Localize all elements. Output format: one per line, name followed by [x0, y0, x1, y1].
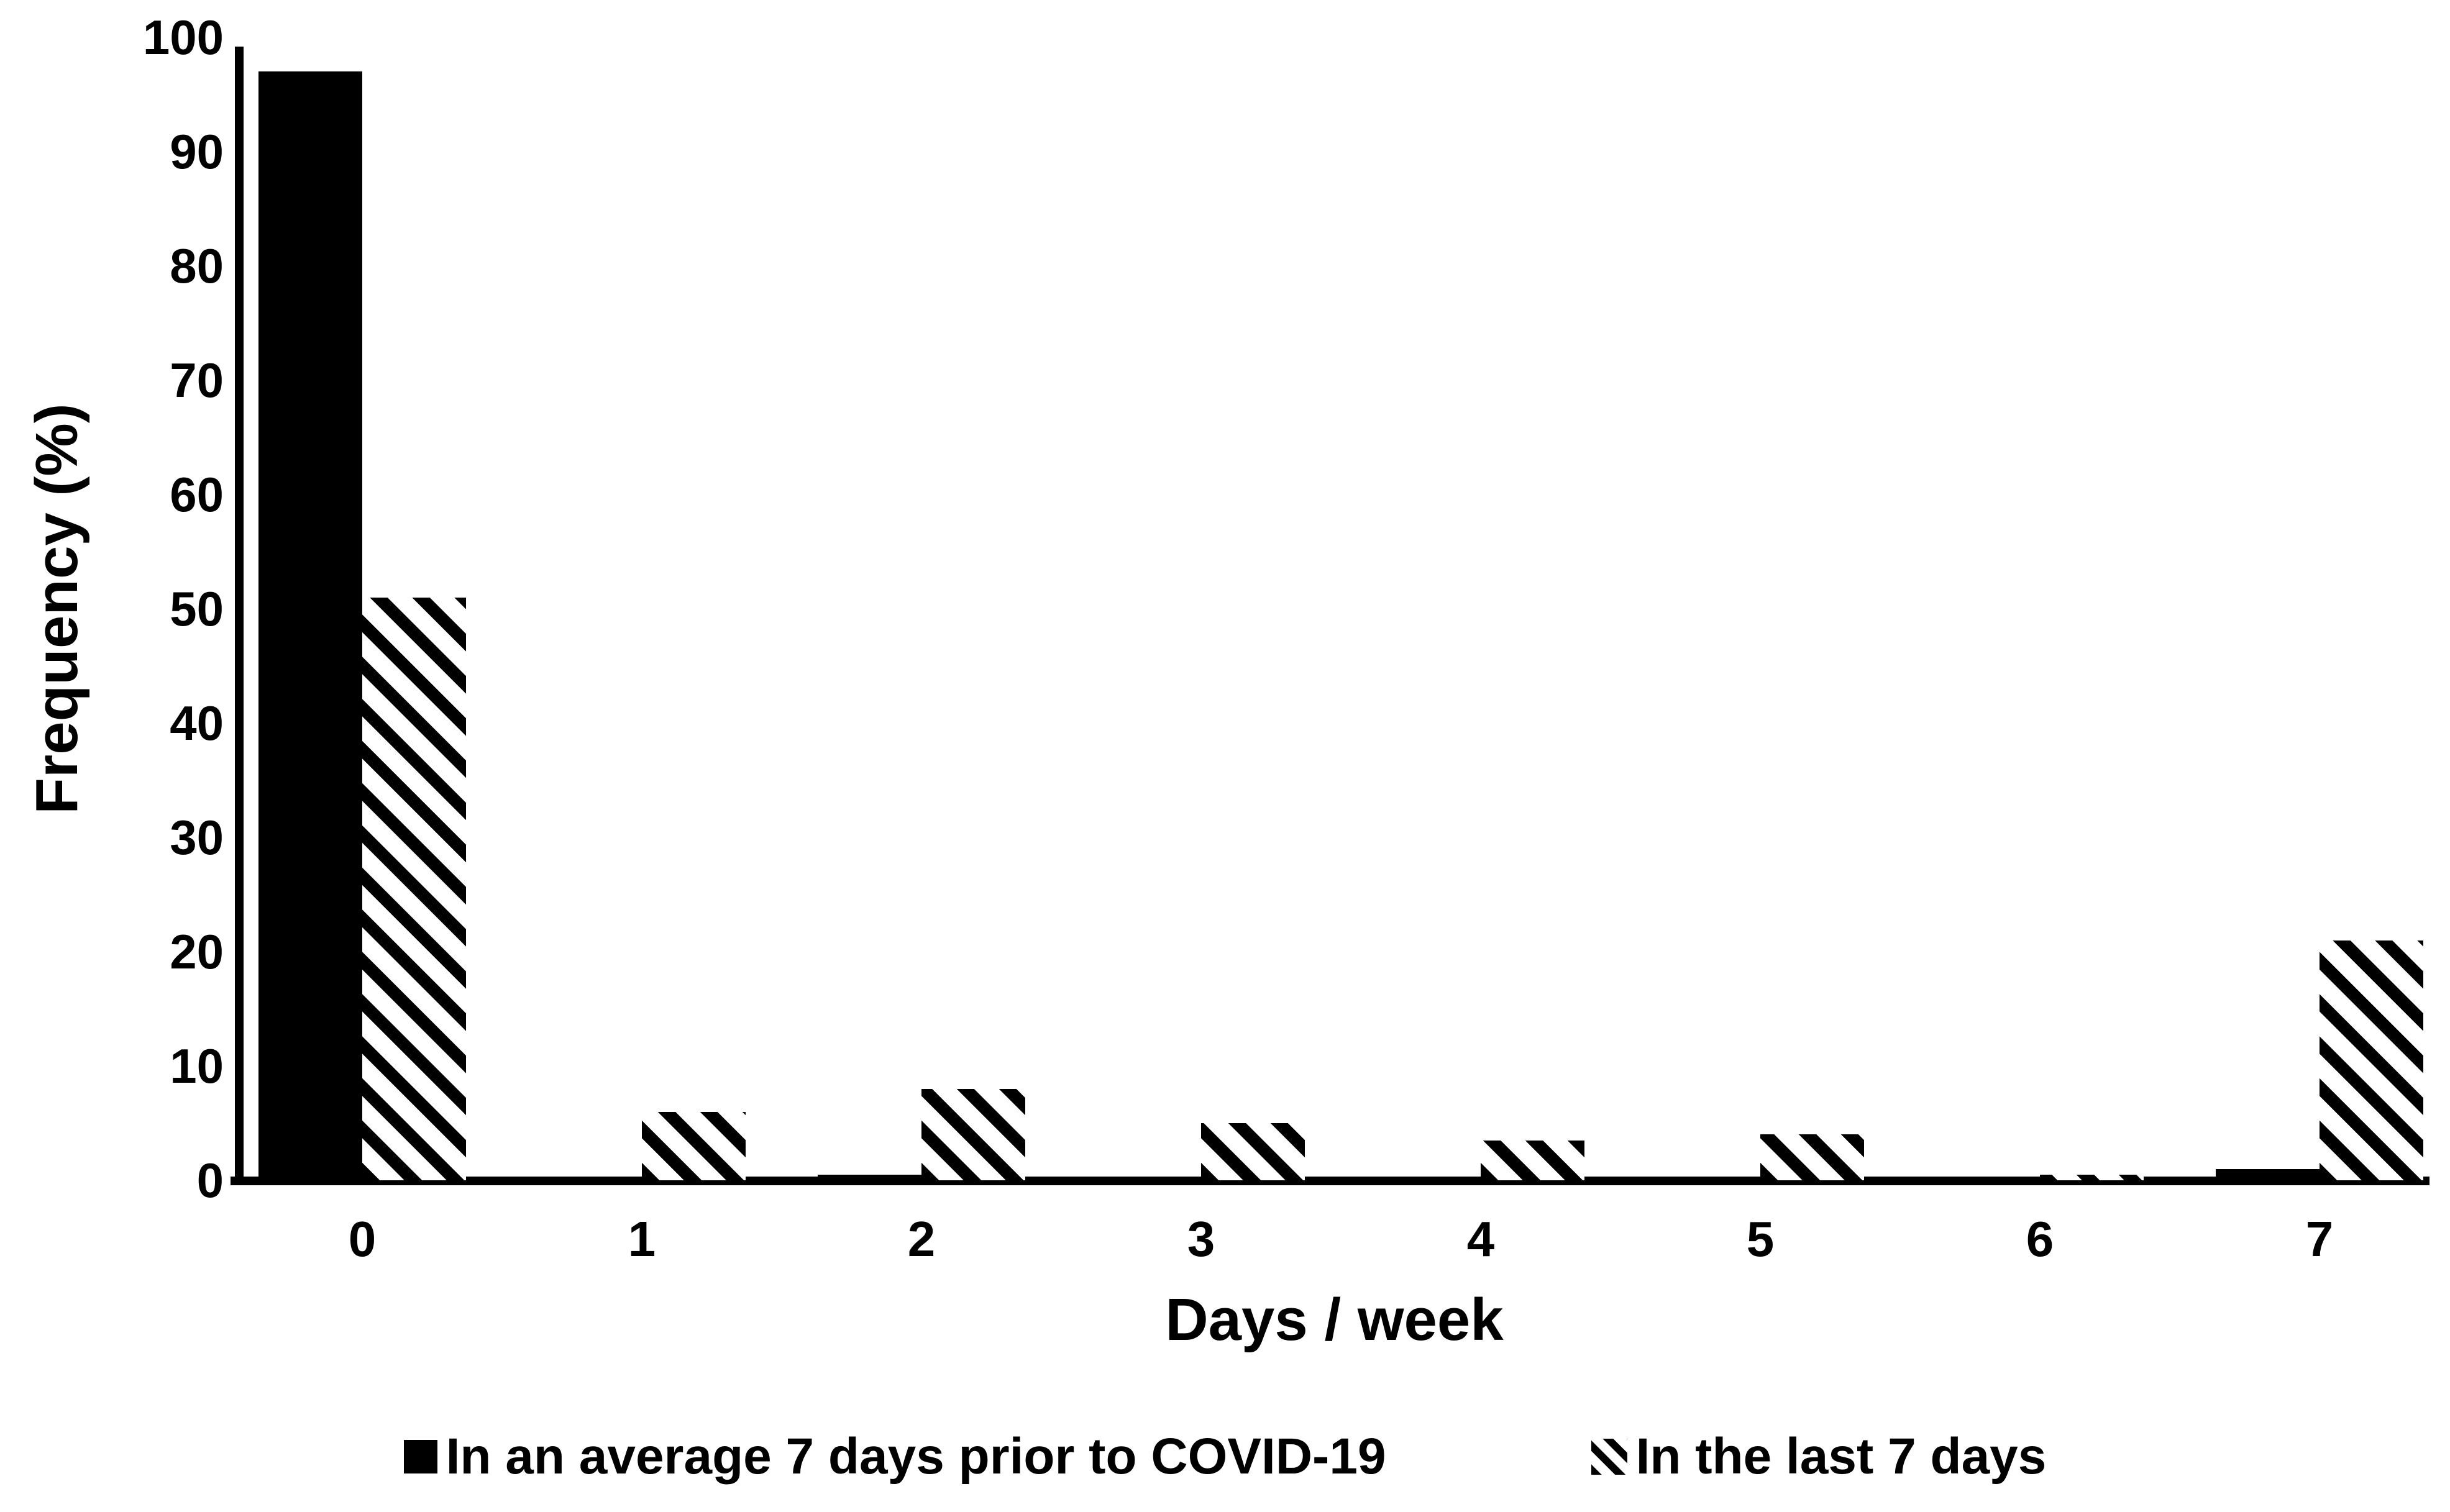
bar-last7days-day-0 — [362, 598, 466, 1180]
y-tick-label: 90 — [170, 124, 224, 179]
x-tick-label: 6 — [2026, 1211, 2054, 1267]
y-tick-label: 80 — [170, 239, 224, 293]
bar-prior-covid-day-2 — [818, 1175, 921, 1180]
legend-entry-last-7-days: In the last 7 days — [1591, 1428, 2047, 1486]
x-tick-label: 4 — [1466, 1211, 1495, 1267]
x-tick-label: 3 — [1187, 1211, 1215, 1267]
x-tick-label: 7 — [2305, 1211, 2334, 1267]
bar-last7days-day-6 — [2040, 1175, 2144, 1180]
legend-entry-prior-covid: In an average 7 days prior to COVID-19 — [403, 1428, 1386, 1486]
legend: In an average 7 days prior to COVID-19 I… — [0, 1416, 2450, 1497]
y-axis-line — [235, 47, 244, 1185]
bar-last7days-day-4 — [1481, 1141, 1584, 1180]
bar-prior-covid-day-7 — [2216, 1169, 2320, 1180]
bar-last7days-day-1 — [642, 1112, 746, 1180]
y-tick-label: 40 — [170, 696, 224, 750]
bar-last7days-day-7 — [2320, 940, 2423, 1180]
diagonal-hatch-swatch-icon — [1591, 1439, 1627, 1475]
x-axis-title: Days / week — [1165, 1287, 1504, 1353]
bar-prior-covid-day-0 — [258, 71, 362, 1180]
y-tick-label: 0 — [196, 1153, 224, 1208]
bar-last7days-day-3 — [1201, 1123, 1305, 1180]
solid-black-swatch-icon — [403, 1440, 437, 1473]
x-tick-label: 0 — [348, 1211, 377, 1267]
x-axis-line — [231, 1177, 2429, 1185]
x-tick-label: 2 — [907, 1211, 936, 1267]
y-tick-label: 50 — [170, 581, 224, 636]
y-tick-label: 10 — [170, 1039, 224, 1093]
x-tick-label: 5 — [1746, 1211, 1775, 1267]
y-tick-label: 100 — [142, 10, 224, 65]
y-tick-label: 30 — [170, 810, 224, 865]
legend-label: In the last 7 days — [1635, 1428, 2047, 1485]
bar-last7days-day-2 — [921, 1089, 1025, 1180]
y-tick-label: 70 — [170, 353, 224, 408]
y-tick-label: 20 — [170, 924, 224, 979]
legend-label: In an average 7 days prior to COVID-19 — [446, 1428, 1386, 1485]
bar-last7days-day-5 — [1760, 1134, 1864, 1180]
x-tick-label: 1 — [628, 1211, 656, 1267]
y-tick-label: 60 — [170, 467, 224, 522]
